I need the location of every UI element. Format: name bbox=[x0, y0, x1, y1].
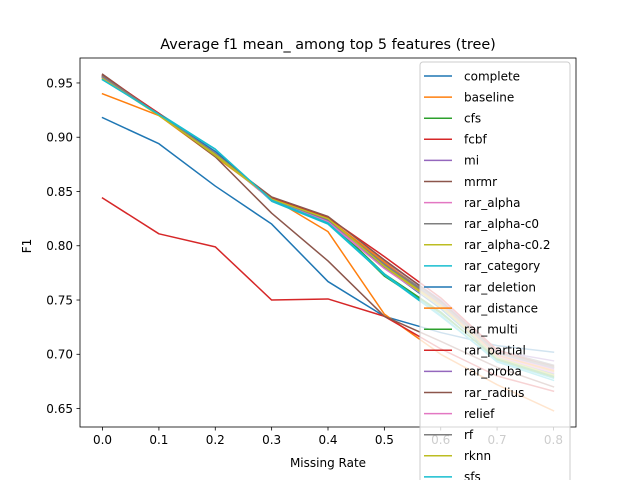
legend: complete baseline cfs fcbf mi mrmr rar_alphara… bbox=[419, 61, 571, 485]
legend-label-rar_partial: rar_partial bbox=[464, 344, 526, 358]
legend-label-complete: complete bbox=[464, 69, 520, 83]
legend-label-relief: relief bbox=[464, 407, 495, 421]
legend-label-rar_alpha: rar_alpha bbox=[464, 196, 520, 210]
legend-label-rar_radius: rar_radius bbox=[464, 386, 524, 400]
x-tick-label: 0.0 bbox=[93, 433, 112, 447]
x-tick-label: 0.5 bbox=[375, 433, 394, 447]
y-tick-label: 0.70 bbox=[46, 348, 73, 362]
legend-label-mi: mi bbox=[464, 154, 479, 168]
legend-label-rknn: rknn bbox=[464, 449, 491, 463]
y-axis-label: F1 bbox=[20, 239, 34, 254]
legend-label-rar_deletion: rar_deletion bbox=[464, 280, 536, 294]
y-tick-label: 0.85 bbox=[46, 185, 73, 199]
legend-label-rar_proba: rar_proba bbox=[464, 365, 522, 379]
y-tick-label: 0.95 bbox=[46, 76, 73, 90]
legend-label-rar_distance: rar_distance bbox=[464, 301, 538, 315]
legend-label-mrmr: mrmr bbox=[464, 175, 497, 189]
legend-label-baseline: baseline bbox=[464, 90, 514, 104]
legend-label-rar_alpha-c0.2: rar_alpha-c0.2 bbox=[464, 238, 551, 252]
chart-title: Average f1 mean_ among top 5 features (t… bbox=[160, 37, 496, 53]
y-tick-label: 0.65 bbox=[46, 402, 73, 416]
x-tick-label: 0.4 bbox=[318, 433, 337, 447]
legend-label-rf: rf bbox=[464, 428, 474, 442]
y-tick-label: 0.80 bbox=[46, 239, 73, 253]
x-tick-label: 0.1 bbox=[149, 433, 168, 447]
legend-label-cfs: cfs bbox=[464, 112, 481, 126]
legend-label-rar_alpha-c0: rar_alpha-c0 bbox=[464, 217, 539, 231]
y-tick-label: 0.75 bbox=[46, 293, 73, 307]
y-tick-label: 0.90 bbox=[46, 131, 73, 145]
legend-label-sfs: sfs bbox=[464, 470, 481, 480]
x-axis-label: Missing Rate bbox=[290, 456, 366, 470]
x-tick-label: 0.2 bbox=[206, 433, 225, 447]
legend-label-rar_multi: rar_multi bbox=[464, 323, 518, 337]
legend-label-fcbf: fcbf bbox=[464, 133, 487, 147]
x-tick-label: 0.3 bbox=[262, 433, 281, 447]
legend-label-rar_category: rar_category bbox=[464, 259, 540, 273]
legend-box bbox=[419, 61, 571, 485]
